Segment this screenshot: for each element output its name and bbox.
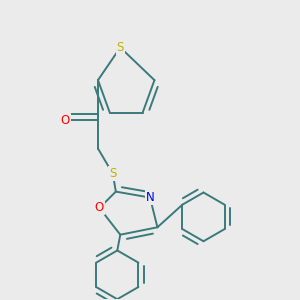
Text: S: S [117, 41, 124, 54]
Text: S: S [109, 167, 116, 180]
Text: O: O [95, 202, 104, 214]
Text: O: O [61, 114, 70, 127]
Text: N: N [146, 191, 154, 204]
